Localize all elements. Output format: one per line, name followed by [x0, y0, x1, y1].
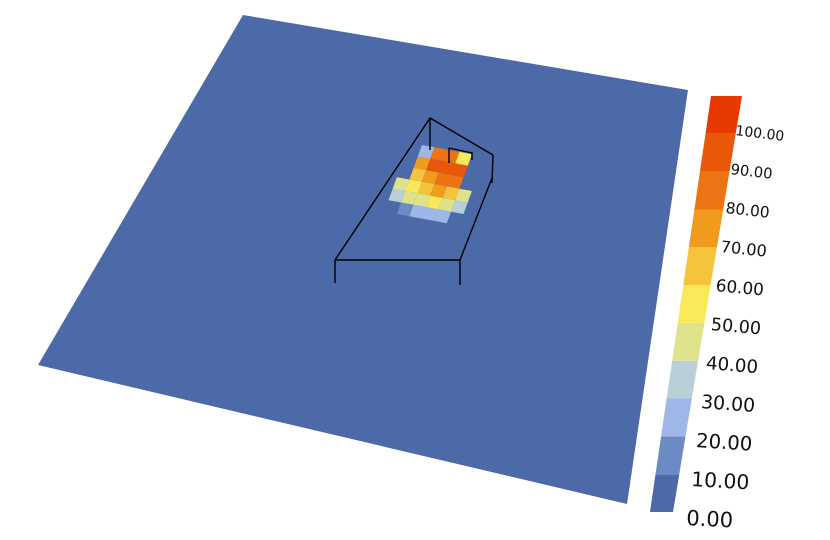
legend-tick-label: 50.00 — [710, 315, 762, 339]
heat-cell — [413, 156, 431, 171]
heat-cell — [409, 168, 427, 182]
legend-swatch — [705, 96, 742, 134]
color-legend: 0.00 10.00 20.00 30.00 40.00 50.00 60.00 70.00 8… — [650, 96, 785, 532]
wireframe-edge — [448, 147, 473, 160]
legend-tick-label: 80.00 — [725, 199, 771, 222]
heat-cell — [434, 209, 451, 224]
heat-cell — [392, 177, 410, 191]
legend-swatch — [650, 474, 680, 512]
legend-tick-label: 40.00 — [705, 353, 759, 378]
heat-cell — [430, 147, 447, 162]
heat-cell — [438, 197, 456, 212]
legend-swatch — [688, 209, 724, 248]
heat-cell — [421, 207, 439, 221]
legend-swatch — [655, 436, 686, 475]
heat-cell — [421, 170, 439, 185]
heat-cell — [451, 163, 468, 178]
legend-swatch — [699, 133, 736, 172]
heat-cell — [388, 188, 406, 203]
heat-cell — [442, 149, 460, 164]
heat-cell — [413, 193, 431, 208]
legend-tick-label: 70.00 — [720, 237, 768, 261]
legend-swatch — [661, 398, 692, 437]
legend-tick-label: 10.00 — [691, 467, 750, 494]
legend-swatch — [677, 285, 711, 323]
legend-tick-label: 20.00 — [695, 429, 752, 456]
heat-cell — [430, 184, 447, 198]
heat-cell — [455, 151, 472, 166]
heat-cell — [426, 195, 443, 210]
wireframe-edge — [459, 177, 493, 261]
heat-cell — [434, 172, 452, 187]
heat-cell — [446, 174, 464, 189]
heat-cell-group — [388, 145, 472, 224]
heat-cell — [405, 179, 422, 194]
heat-cell — [451, 200, 468, 214]
heat-cell — [417, 181, 435, 196]
heat-cell — [396, 202, 414, 217]
heat-cell — [401, 191, 418, 205]
heat-cell — [409, 204, 426, 219]
legend-tick-label: 60.00 — [715, 275, 765, 299]
legend-tick-label: 0.00 — [686, 506, 734, 532]
legend-tick-label: 100.00 — [735, 123, 786, 145]
heat-cell — [426, 158, 443, 173]
legend-swatch — [666, 360, 699, 399]
heat-cell — [442, 186, 460, 201]
legend-swatch — [683, 247, 717, 286]
legend-swatch — [672, 322, 705, 361]
legend-swatch — [694, 171, 730, 210]
heat-cell — [455, 188, 472, 203]
legend-tick-label: 90.00 — [730, 161, 774, 183]
wireframe-box — [334, 117, 494, 285]
heat-cell — [438, 161, 456, 175]
legend-tick-label: 30.00 — [700, 391, 756, 417]
